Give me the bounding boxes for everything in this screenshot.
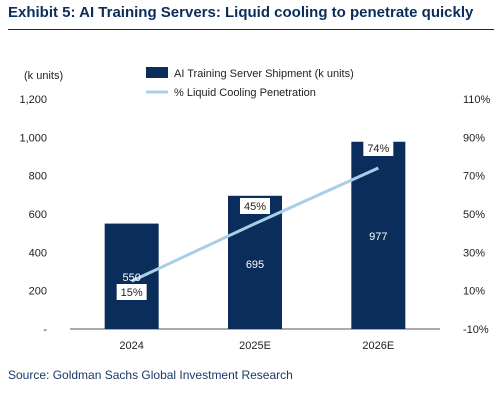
- x-axis-category-label: 2024: [119, 340, 143, 352]
- left-axis-tick-label: 1,200: [19, 94, 47, 106]
- line-label-box: [240, 198, 270, 214]
- bar-value-label: 695: [246, 259, 264, 271]
- x-axis-category-label: 2025E: [239, 340, 271, 352]
- legend-bar-swatch: [146, 67, 168, 78]
- right-axis-tick-label: 10%: [463, 286, 485, 298]
- chart-title: Exhibit 5: AI Training Servers: Liquid c…: [8, 4, 474, 21]
- legend-line-label: % Liquid Cooling Penetration: [174, 87, 316, 99]
- left-axis-tick-label: 800: [29, 171, 47, 183]
- bar-2025E: [228, 195, 282, 329]
- left-axis-tick-label: 600: [29, 209, 47, 221]
- penetration-line: [131, 166, 379, 283]
- right-axis-tick-label: -10%: [463, 324, 489, 336]
- bar-value-label: 550: [122, 272, 140, 284]
- left-axis-tick-label: 1,000: [19, 132, 47, 144]
- x-axis-category-label: 2026E: [362, 340, 394, 352]
- right-axis-tick-label: 110%: [463, 94, 491, 106]
- source-note: Source: Goldman Sachs Global Investment …: [8, 368, 293, 382]
- line-value-label: 45%: [244, 201, 266, 213]
- bar-value-label: 977: [369, 231, 387, 243]
- line-value-label: 15%: [121, 287, 143, 299]
- line-value-label: 74%: [367, 143, 389, 155]
- left-axis-tick-label: 400: [29, 247, 47, 259]
- left-axis-tick-label: -: [43, 324, 47, 336]
- right-axis-tick-label: 70%: [463, 171, 485, 183]
- left-axis-unit-label: (k units): [24, 70, 63, 82]
- left-axis-tick-label: 200: [29, 286, 47, 298]
- chart-area: (k units) - 200 400 600 800 1,000 1,200 -10% 10% 3…: [19, 67, 491, 352]
- right-axis-tick-label: 50%: [463, 209, 485, 221]
- bar-2026E: [351, 141, 406, 329]
- right-axis-tick-label: 30%: [463, 247, 485, 259]
- right-axis-tick-label: 90%: [463, 132, 485, 144]
- title-divider: [8, 29, 494, 30]
- line-label-box: [116, 284, 147, 300]
- bar-2024: [104, 223, 159, 329]
- line-label-box: [363, 140, 394, 156]
- legend-bar-label: AI Training Server Shipment (k units): [174, 68, 354, 80]
